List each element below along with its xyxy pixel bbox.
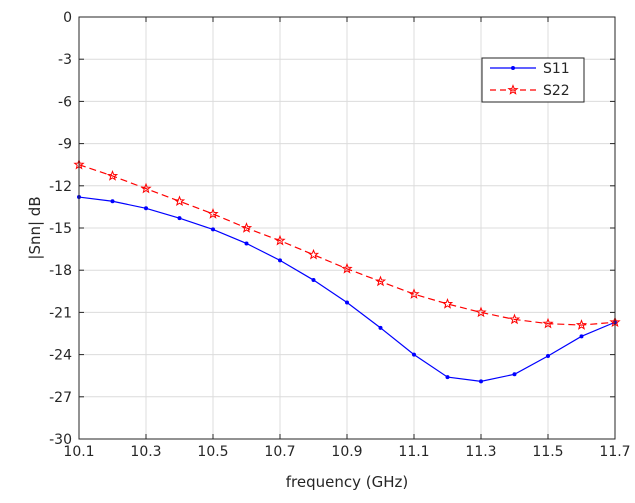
x-tick-label: 10.7 [264,444,295,460]
data-point-s11 [144,206,148,211]
x-tick-label: 11.1 [398,444,429,460]
y-axis-title: |Snn| dB [26,196,44,259]
data-point-s11 [177,216,182,221]
axis-layer: 10.1 10.3 10.5 10.7 10.9 11.1 11.3 11.5 11.7 0 -3 -… [49,10,630,460]
data-point-s22 [508,313,521,325]
x-tick-label: 11.3 [465,444,496,460]
data-point-s11 [278,258,282,263]
legend-marker-s22 [507,84,519,95]
y-tick-label: -21 [49,305,72,321]
data-point-s22 [140,182,152,194]
legend-box [481,57,585,103]
data-point-s11 [378,325,383,330]
data-point-s11 [445,375,450,380]
x-tick-label: 10.9 [331,444,362,460]
data-point-s22 [307,248,320,260]
y-tick-label: -15 [49,221,72,237]
data-point-s11 [244,241,249,246]
x-tick-label: 11.5 [532,444,563,460]
y-tick-label: -30 [49,432,72,448]
data-point-s22 [240,222,253,233]
x-tick-label: 11.7 [599,444,630,460]
data-point-s11 [110,199,115,204]
data-point-s22 [173,195,186,207]
data-point-s22 [575,319,588,330]
y-tick-label: -6 [58,94,72,110]
data-point-s11 [345,300,349,305]
y-tick-label: -27 [49,390,72,406]
data-point-s11 [479,379,483,384]
series-layer [73,158,621,384]
data-point-s11 [211,227,215,232]
data-point-s22 [374,275,387,287]
legend-label-s11: S11 [543,61,570,77]
legend: S11 S22 [481,57,585,103]
data-point-s22 [274,234,286,246]
y-tick-label: -12 [49,179,72,195]
data-point-s22 [207,208,219,219]
data-point-s22 [408,288,420,299]
x-tick-label: 10.1 [63,444,94,460]
x-axis-title: frequency (GHz) [286,473,408,491]
y-tick-label: 0 [63,10,72,26]
y-tick-label: -9 [58,137,72,153]
data-point-s22 [441,298,454,309]
data-point-s22 [341,262,353,274]
data-point-s22 [542,317,554,329]
legend-label-s22: S22 [543,83,570,99]
data-point-s22 [106,170,119,181]
legend-marker-s11 [511,66,515,70]
data-point-s11 [412,352,416,357]
y-tick-label: -3 [58,52,72,68]
data-point-s11 [311,278,316,283]
y-tick-label: -18 [49,263,72,279]
data-point-s11 [546,354,550,359]
data-point-s11 [512,372,517,377]
x-tick-label: 10.3 [130,444,161,460]
y-tick-label: -24 [49,348,72,364]
data-point-s22 [475,306,487,318]
x-tick-label: 10.5 [197,444,228,460]
series-line-s22 [78,164,616,326]
data-point-s11 [579,334,584,339]
